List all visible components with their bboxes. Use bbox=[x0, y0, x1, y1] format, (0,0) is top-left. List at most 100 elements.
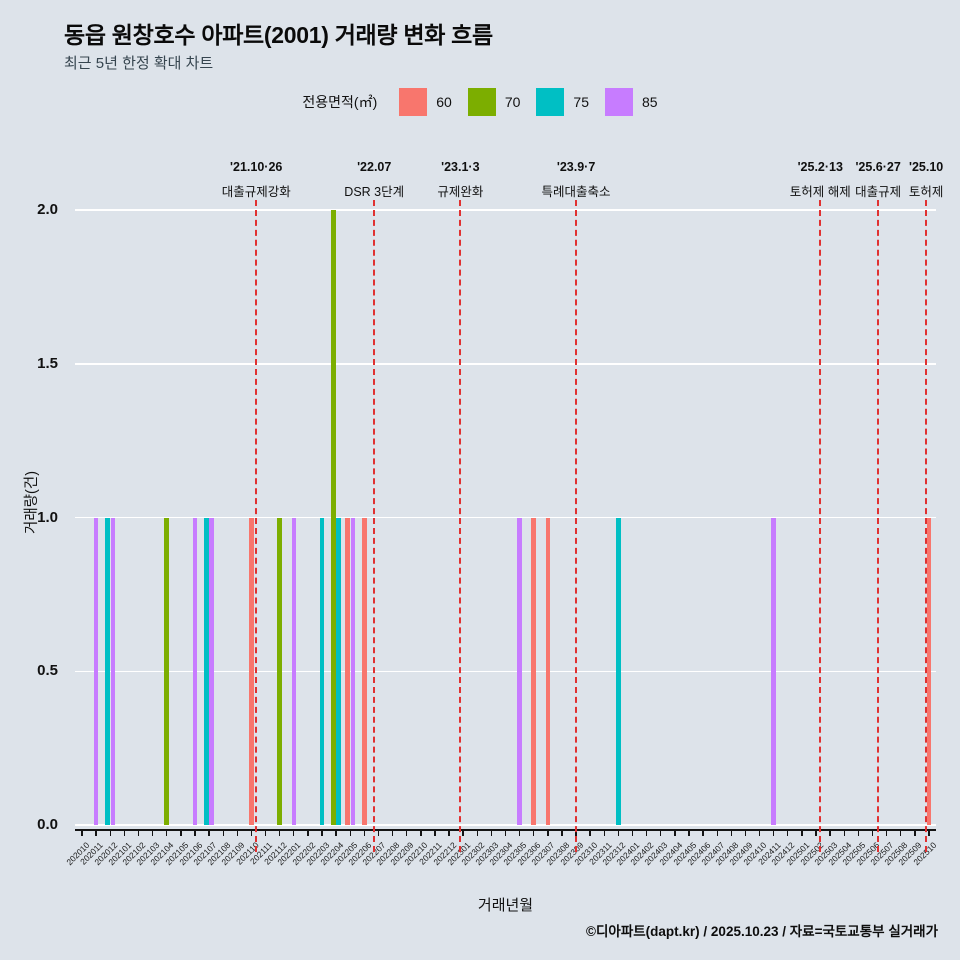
caption: ©디아파트(dapt.kr) / 2025.10.23 / 자료=국토교통부 실… bbox=[586, 924, 938, 939]
x-tick-mark bbox=[744, 831, 747, 836]
legend-item-label: 85 bbox=[642, 94, 658, 110]
y-tick-label: 0.0 bbox=[37, 816, 58, 833]
event-label: 토허제 bbox=[908, 185, 944, 199]
x-tick-mark bbox=[561, 831, 563, 836]
bar bbox=[291, 517, 297, 825]
x-tick-mark bbox=[631, 831, 634, 836]
bar bbox=[350, 517, 356, 825]
gridline bbox=[75, 363, 936, 365]
x-tick-mark bbox=[208, 831, 210, 836]
bar bbox=[362, 517, 367, 825]
x-tick-mark bbox=[293, 831, 295, 836]
x-tick-mark bbox=[928, 831, 930, 836]
bar bbox=[771, 517, 776, 825]
x-tick-mark bbox=[504, 831, 507, 836]
x-tick-mark bbox=[95, 831, 97, 836]
bar bbox=[209, 517, 214, 825]
bar bbox=[319, 517, 325, 825]
x-tick-mark bbox=[349, 831, 351, 836]
bar bbox=[616, 517, 621, 825]
legend-swatch bbox=[467, 88, 496, 116]
x-tick-mark bbox=[702, 831, 704, 836]
x-tick-mark bbox=[843, 831, 845, 836]
event-date: '22.07 bbox=[357, 160, 392, 174]
chart-title: 동읍 원창호수 아파트(2001) 거래량 변화 흐름 bbox=[64, 22, 493, 48]
legend-item-60: 60 bbox=[399, 88, 452, 116]
x-tick-mark bbox=[462, 831, 464, 836]
y-tick-label: 1.5 bbox=[37, 354, 58, 372]
x-tick-mark bbox=[137, 831, 140, 836]
x-tick-mark bbox=[674, 831, 676, 836]
x-tick-mark bbox=[645, 831, 648, 836]
bar bbox=[277, 517, 282, 825]
x-tick-mark bbox=[518, 831, 521, 836]
y-tick-label: 0.5 bbox=[37, 662, 58, 680]
x-tick-mark bbox=[109, 831, 111, 836]
event-date: '23.9·7 bbox=[556, 160, 596, 174]
x-tick-mark bbox=[391, 831, 394, 836]
event-date: '25.10 bbox=[908, 160, 944, 174]
x-tick-mark bbox=[236, 831, 238, 836]
x-tick-mark bbox=[857, 831, 860, 836]
event-line bbox=[459, 200, 462, 852]
x-tick-mark bbox=[81, 831, 83, 836]
event-label: DSR 3단계 bbox=[344, 185, 405, 199]
x-tick-mark bbox=[264, 831, 267, 836]
x-tick-mark bbox=[335, 831, 337, 836]
legend-item-75: 75 bbox=[536, 88, 589, 116]
x-tick-mark bbox=[307, 831, 309, 836]
bar bbox=[110, 517, 116, 825]
bar bbox=[336, 517, 341, 825]
gridline bbox=[75, 209, 936, 211]
event-line bbox=[925, 200, 928, 852]
chart-subtitle: 최근 5년 한정 확대 차트 bbox=[64, 55, 214, 72]
x-tick-mark bbox=[321, 831, 323, 836]
x-tick-mark bbox=[405, 831, 408, 836]
event-line bbox=[877, 200, 880, 852]
x-tick-mark bbox=[363, 831, 366, 836]
x-tick-mark bbox=[151, 831, 154, 836]
bar bbox=[192, 517, 198, 825]
x-tick-mark bbox=[871, 831, 874, 836]
event-date: '25.6·27 bbox=[855, 160, 901, 174]
x-tick-mark bbox=[533, 831, 535, 836]
x-tick-mark bbox=[123, 831, 126, 836]
x-tick-mark bbox=[900, 831, 902, 836]
event-date: '25.2·13 bbox=[797, 160, 843, 174]
x-tick-mark bbox=[166, 831, 168, 836]
bar bbox=[345, 517, 350, 825]
x-tick-mark bbox=[434, 831, 436, 836]
x-tick-mark bbox=[490, 831, 493, 836]
legend: 전용면적(㎡) 60 70 75 85 bbox=[0, 88, 960, 116]
x-tick-mark bbox=[829, 831, 831, 836]
x-axis-title: 거래년월 bbox=[477, 897, 534, 914]
bar bbox=[164, 517, 169, 825]
legend-title: 전용면적(㎡) bbox=[302, 94, 378, 110]
bar bbox=[249, 517, 254, 825]
x-tick-mark bbox=[194, 831, 196, 836]
bar bbox=[926, 517, 932, 825]
legend-item-85: 85 bbox=[605, 88, 658, 116]
x-tick-mark bbox=[730, 831, 733, 836]
event-date: '21.10·26 bbox=[230, 160, 283, 174]
x-tick-mark bbox=[617, 831, 620, 836]
x-tick-mark bbox=[688, 831, 690, 836]
gridline bbox=[75, 516, 936, 519]
y-tick-label: 2.0 bbox=[37, 201, 58, 218]
event-label: 규제완화 bbox=[437, 185, 484, 199]
x-tick-mark bbox=[420, 831, 422, 836]
x-tick-mark bbox=[758, 831, 761, 836]
x-tick-mark bbox=[589, 831, 591, 836]
x-tick-mark bbox=[885, 831, 888, 836]
bar bbox=[545, 517, 551, 825]
bar bbox=[331, 210, 336, 825]
legend-item-label: 60 bbox=[436, 94, 452, 110]
legend-swatch bbox=[605, 88, 633, 116]
bar bbox=[531, 517, 536, 825]
event-label: 대출규제 bbox=[855, 185, 902, 199]
legend-item-label: 75 bbox=[573, 94, 589, 110]
x-tick-mark bbox=[278, 831, 281, 836]
x-tick-mark bbox=[377, 831, 380, 836]
x-tick-mark bbox=[772, 831, 775, 836]
